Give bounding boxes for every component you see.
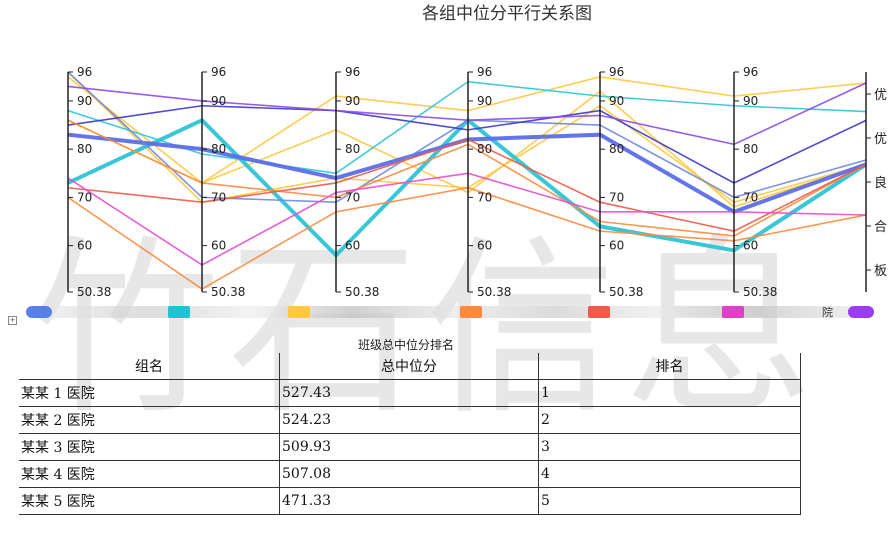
tick-label: 50.38 [77, 285, 111, 299]
cell-total-median: 524.23 [279, 406, 539, 434]
cell-group-name: 某某 2 医院 [19, 406, 280, 434]
cell-group-name: 某某 5 医院 [19, 487, 280, 515]
chart-axes: 96 90 80 70 60 50.38 96 90 80 70 60 50.38 96 90 80 70 60… [67, 65, 887, 299]
cell-group-name: 某某 4 医院 [19, 460, 280, 488]
series-line-7 [67, 71, 867, 204]
legend-swatch-6[interactable] [722, 306, 744, 318]
legend-swatch-1[interactable] [26, 306, 52, 318]
tick-label: 90 [345, 94, 360, 108]
tick-label: 60 [211, 239, 226, 253]
legend-swatch-5[interactable] [588, 306, 610, 318]
grade-label: 良 [874, 175, 887, 191]
grade-label: 合 [874, 220, 887, 235]
tick-label: 50.38 [609, 285, 643, 299]
tick-label: 60 [477, 239, 492, 253]
cell-total-median: 507.08 [279, 460, 539, 488]
tick-label: 70 [211, 190, 226, 204]
grade-label: 板 [874, 264, 887, 279]
cell-total-median: 527.43 [279, 379, 539, 407]
series-line-10 [67, 119, 867, 237]
tick-label: 60 [77, 239, 92, 253]
tick-label: 80 [609, 142, 624, 156]
legend-swatch-2[interactable] [168, 306, 190, 318]
tick-label: 80 [345, 142, 360, 156]
header-rank: 排名 [538, 353, 801, 380]
table-row: 某某 4 医院 507.08 4 [19, 460, 801, 488]
tick-label: 50.38 [211, 285, 245, 299]
tick-label: 60 [345, 239, 360, 253]
grade-label: 优 [874, 132, 887, 147]
tick-label: 90 [743, 94, 758, 108]
tick-label: 80 [743, 142, 758, 156]
header-group-name: 组名 [19, 353, 280, 380]
tick-label: 60 [609, 239, 624, 253]
tick-label: 96 [743, 65, 758, 79]
tick-label: 70 [77, 190, 92, 204]
parallel-coordinates-chart: 各组中位分平行关系图 96 90 80 70 60 50.38 96 90 80 70 60 50.3… [67, 4, 887, 299]
cell-group-name: 某某 3 医院 [19, 433, 280, 461]
legend: 院 [22, 302, 890, 322]
tick-label: 96 [477, 65, 492, 79]
chart-title: 各组中位分平行关系图 [422, 4, 592, 24]
series-line-9 [67, 82, 867, 146]
cell-rank: 4 [538, 460, 801, 488]
grade-label: 优 [874, 88, 887, 103]
tick-label: 50.38 [743, 285, 777, 299]
tick-label: 80 [477, 142, 492, 156]
table-row: 某某 3 医院 509.93 3 [19, 433, 801, 461]
legend-swatch-3[interactable] [288, 306, 310, 318]
tick-label: 90 [477, 94, 492, 108]
table-row: 某某 1 医院 527.43 1 [19, 379, 801, 407]
ranking-table: 组名 总中位分 排名 某某 1 医院 527.43 1 某某 2 医院 524.23 2 某… [19, 353, 801, 515]
tick-label: 90 [211, 94, 226, 108]
cell-rank: 2 [538, 406, 801, 434]
cell-group-name: 某某 1 医院 [19, 379, 280, 407]
table-row: 某某 5 医院 471.33 5 [19, 487, 801, 515]
cell-total-median: 509.93 [279, 433, 539, 461]
tick-label: 60 [743, 239, 758, 253]
tick-label: 96 [77, 65, 92, 79]
tick-label: 96 [211, 65, 226, 79]
tick-label: 96 [345, 65, 360, 79]
cell-rank: 1 [538, 379, 801, 407]
tick-label: 96 [609, 65, 624, 79]
tick-label: 70 [477, 190, 492, 204]
tick-label: 80 [77, 142, 92, 156]
legend-swatch-4[interactable] [460, 306, 482, 318]
tick-label: 70 [345, 190, 360, 204]
cell-rank: 5 [538, 487, 801, 515]
tick-label: 50.38 [345, 285, 379, 299]
table-handle-icon[interactable]: + [8, 316, 17, 325]
tick-label: 70 [743, 190, 758, 204]
table-title: 班级总中位分排名 [358, 338, 455, 352]
tick-label: 70 [609, 190, 624, 204]
cell-total-median: 471.33 [279, 487, 539, 515]
legend-swatch-7[interactable] [848, 306, 874, 318]
tick-label: 80 [211, 142, 226, 156]
table-row: 某某 2 医院 524.23 2 [19, 406, 801, 434]
tick-label: 90 [77, 94, 92, 108]
cell-rank: 3 [538, 433, 801, 461]
legend-partial-text: 院 [822, 306, 833, 319]
tick-label: 50.38 [477, 285, 511, 299]
tick-label: 90 [609, 94, 624, 108]
header-total-median: 总中位分 [279, 353, 539, 380]
series-line-3 [67, 71, 867, 204]
